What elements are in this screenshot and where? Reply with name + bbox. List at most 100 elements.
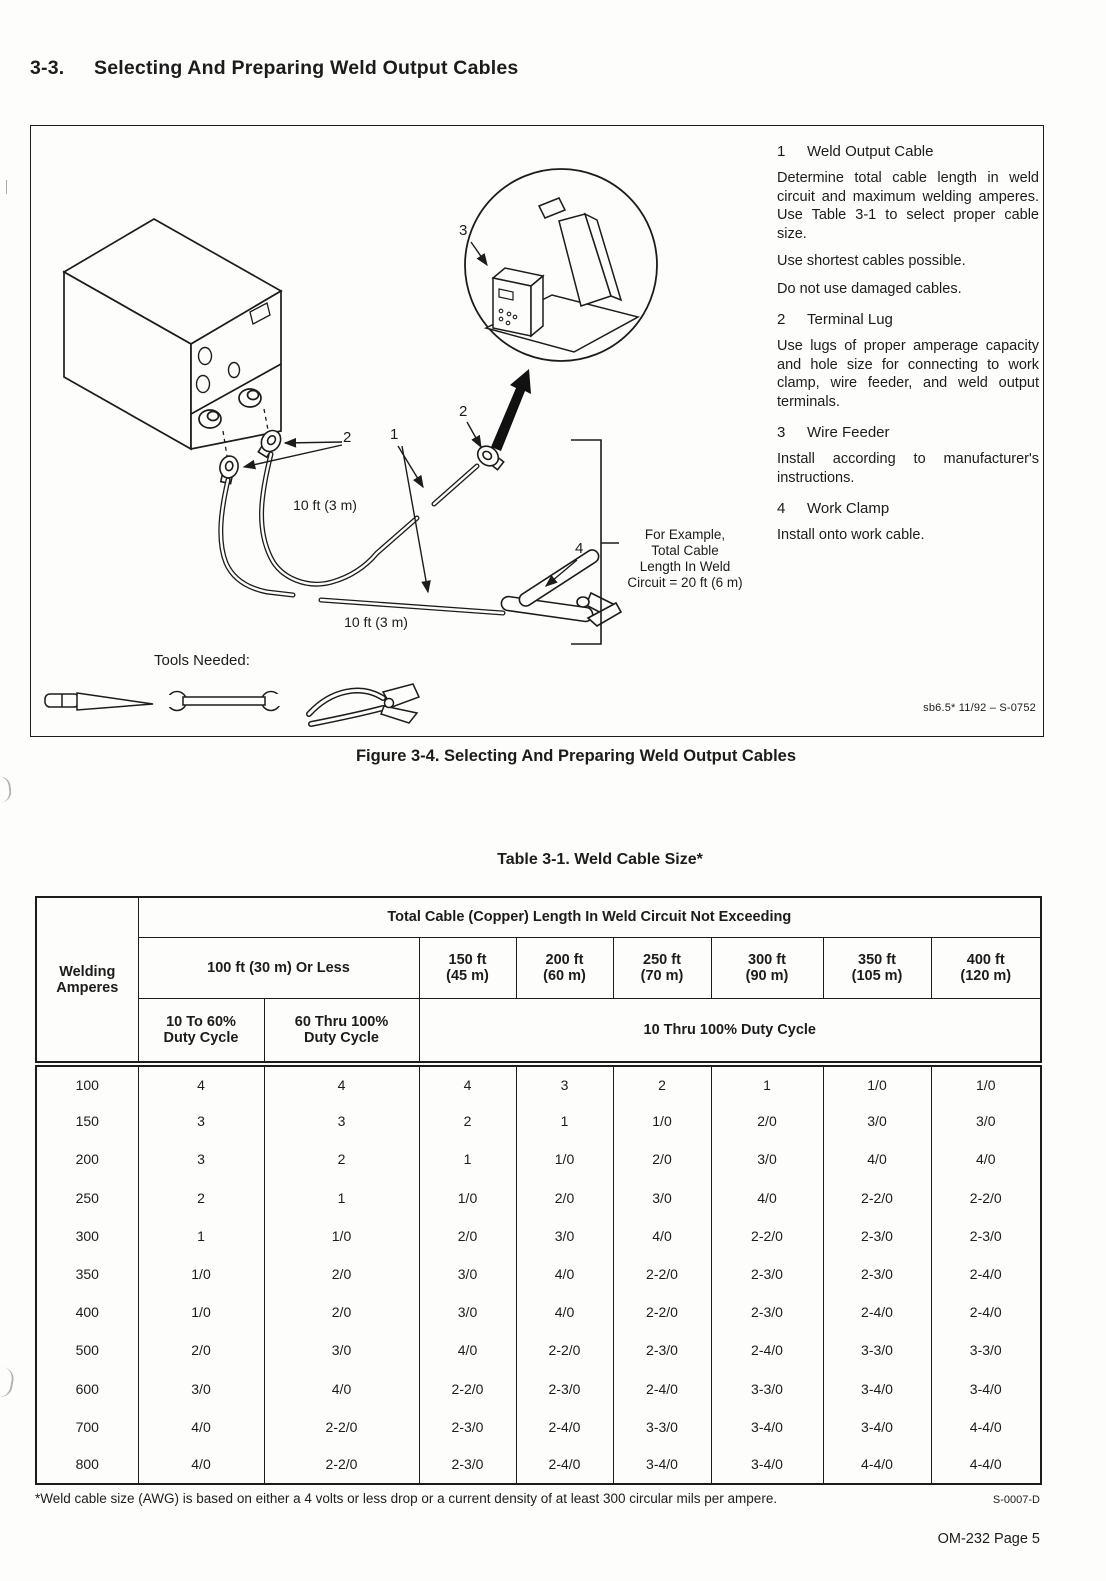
callout-number: 2: [777, 311, 786, 328]
cable-size-cell: 2-2/0: [515, 1331, 614, 1370]
section-title: Selecting And Preparing Weld Output Cabl…: [94, 57, 519, 79]
cable-size-cell: 3-4/0: [612, 1445, 712, 1485]
table-row: 500 2/0 3/0 4/0 2-2/0 2-3/0 2-4/0 3-3/0 3-3/0: [35, 1331, 1042, 1370]
amperes-cell: 700: [35, 1407, 139, 1446]
cable-length-label-bottom: 10 ft (3 m): [344, 614, 408, 630]
figure-caption: Figure 3-4. Selecting And Preparing Weld…: [355, 747, 797, 765]
figure-callout-list: 1 Weld Output Cable Determine total cable …: [777, 130, 1039, 554]
callout-title: 3 Wire Feeder: [777, 424, 1039, 441]
header-300ft: 300 ft (90 m): [710, 936, 824, 999]
weld-cable-drawing: [218, 451, 506, 616]
example-bracket: [571, 439, 619, 645]
header-350ft: 350 ft (105 m): [822, 936, 932, 999]
header-duty-60-100: 60 Thru 100% Duty Cycle: [263, 997, 420, 1065]
table-row: 250 2 1 1/0 2/0 3/0 4/0 2-2/0 2-2/0: [35, 1178, 1042, 1217]
knife-icon: [44, 692, 154, 711]
cable-size-cell: 2-3/0: [822, 1254, 932, 1294]
cable-size-cell: 3/0: [418, 1293, 517, 1332]
cable-size-cell: 2-3/0: [418, 1407, 517, 1446]
cable-size-cell: 3/0: [137, 1369, 265, 1408]
cable-size-cell: 2-4/0: [515, 1407, 614, 1446]
cable-size-cell: 1/0: [418, 1178, 517, 1217]
cable-size-cell: 2: [612, 1064, 712, 1103]
cable-size-cell: 1/0: [263, 1216, 420, 1255]
cable-size-cell: 3: [263, 1102, 420, 1141]
callout-title-text: Wire Feeder: [807, 424, 890, 441]
cable-size-cell: 4/0: [263, 1369, 420, 1408]
amperes-cell: 100: [35, 1064, 139, 1103]
cable-size-cell: 2/0: [418, 1216, 517, 1255]
header-total-cable-length: Total Cable (Copper) Length In Weld Circ…: [137, 896, 1042, 938]
cable-size-cell: 1/0: [822, 1064, 932, 1103]
cable-size-cell: 2-3/0: [822, 1216, 932, 1255]
header-400ft: 400 ft (120 m): [930, 936, 1042, 999]
cable-size-cell: 2-2/0: [612, 1293, 712, 1332]
callout-number: 3: [777, 424, 786, 441]
pliers-icon: [306, 683, 421, 727]
cable-size-cell: 3-4/0: [710, 1445, 824, 1485]
diagram-num-4: 4: [575, 540, 584, 557]
amperes-cell: 250: [35, 1178, 139, 1217]
wrench-icon: [162, 690, 286, 712]
table-footnote-row: *Weld cable size (AWG) is based on eithe…: [35, 1491, 1040, 1506]
cable-size-cell: 3-3/0: [612, 1407, 712, 1446]
cable-size-cell: 2/0: [515, 1178, 614, 1217]
amperes-cell: 600: [35, 1369, 139, 1408]
cable-size-cell: 4/0: [137, 1445, 265, 1485]
thick-arrow: [491, 369, 531, 451]
callout-number: 4: [777, 500, 786, 517]
amperes-cell: 200: [35, 1140, 139, 1179]
cable-size-cell: 4/0: [515, 1254, 614, 1294]
callout-title: 4 Work Clamp: [777, 500, 1039, 517]
amperes-cell: 500: [35, 1331, 139, 1370]
callout-title-text: Work Clamp: [807, 500, 890, 517]
callout-paragraph: Install onto work cable.: [777, 527, 925, 543]
cable-size-cell: 2-2/0: [263, 1445, 420, 1485]
cable-size-cell: 2-2/0: [263, 1407, 420, 1446]
cable-size-cell: 1/0: [137, 1293, 265, 1332]
cable-size-cell: 4/0: [515, 1293, 614, 1332]
cable-size-cell: 2-2/0: [612, 1254, 712, 1294]
page-number: OM-232 Page 5: [937, 1531, 1040, 1547]
cable-size-cell: 2-3/0: [515, 1369, 614, 1408]
section-number: 3-3.: [30, 57, 65, 79]
cable-size-cell: 3-4/0: [822, 1407, 932, 1446]
diagram-num-2-left: 2: [343, 429, 352, 446]
cable-size-cell: 4: [137, 1064, 265, 1103]
cable-size-cell: 3/0: [263, 1331, 420, 1370]
cable-size-cell: 4/0: [710, 1178, 824, 1217]
header-250ft: 250 ft (70 m): [612, 936, 712, 999]
cable-size-cell: 2/0: [137, 1331, 265, 1370]
callout-title-text: Terminal Lug: [807, 311, 893, 328]
welding-power-source-drawing: [62, 218, 283, 457]
table-row: 800 4/0 2-2/0 2-3/0 2-4/0 3-4/0 3-4/0 4-4/0 4-4/…: [35, 1445, 1042, 1485]
cable-size-cell: 3/0: [612, 1178, 712, 1217]
cable-size-cell: 2-4/0: [515, 1445, 614, 1485]
cable-size-cell: 1: [137, 1216, 265, 1255]
callout-title: 1 Weld Output Cable: [777, 143, 1039, 160]
cable-size-cell: 3: [515, 1064, 614, 1103]
cable-size-cell: 1/0: [930, 1064, 1042, 1103]
scan-artifact: [4, 180, 7, 194]
table-row: 200 3 2 1 1/0 2/0 3/0 4/0 4/0: [35, 1140, 1042, 1179]
table-row: 600 3/0 4/0 2-2/0 2-3/0 2-4/0 3-3/0 3-4/0 3-4/0: [35, 1369, 1042, 1408]
header-welding-amperes: Welding Amperes: [35, 896, 139, 1065]
table-row: 400 1/0 2/0 3/0 4/0 2-2/0 2-3/0 2-4/0 2-4/0: [35, 1293, 1042, 1332]
cable-size-cell: 2/0: [263, 1293, 420, 1332]
callout-paragraph: Determine total cable length in weld cir…: [777, 170, 1039, 242]
callout-number: 1: [777, 143, 786, 160]
cable-size-cell: 3-3/0: [822, 1331, 932, 1370]
table-row: 100 4 4 4 3 2 1 1/0 1/0: [35, 1064, 1042, 1103]
callout-paragraph: Use lugs of proper amperage capacity and…: [777, 338, 1039, 410]
header-100ft: 100 ft (30 m) Or Less: [137, 936, 420, 999]
cable-size-cell: 3/0: [418, 1254, 517, 1294]
cable-size-cell: 3/0: [515, 1216, 614, 1255]
section-heading: 3-3. Selecting And Preparing Weld Output …: [30, 57, 518, 80]
cable-size-cell: 2-3/0: [710, 1254, 824, 1294]
figure-stamp: sb6.5* 11/92 – S-0752: [923, 702, 1036, 714]
cable-size-cell: 2-3/0: [930, 1216, 1042, 1255]
amperes-cell: 300: [35, 1216, 139, 1255]
amperes-cell: 800: [35, 1445, 139, 1485]
cable-size-cell: 3/0: [930, 1102, 1042, 1141]
